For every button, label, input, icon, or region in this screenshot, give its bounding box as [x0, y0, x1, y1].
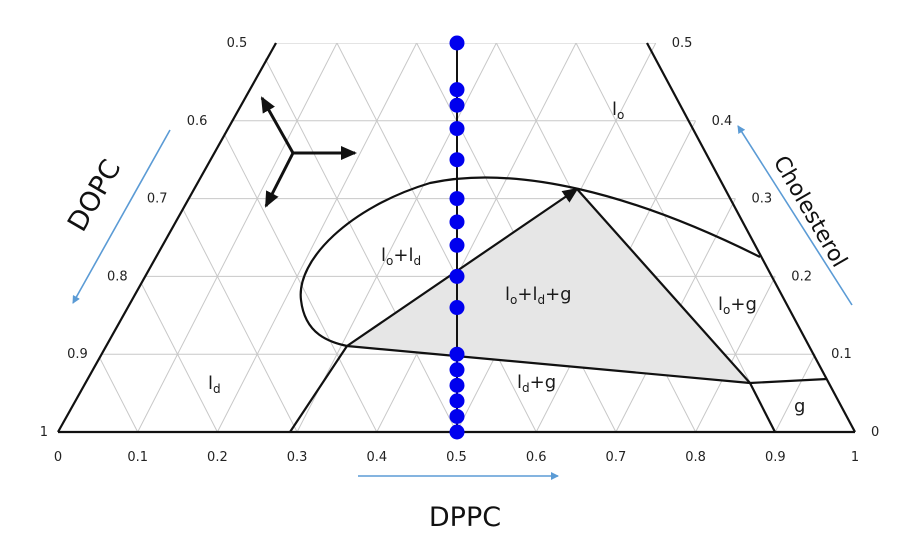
dppc-tick-label: 1: [851, 450, 859, 465]
dopc-tick-label: 0.9: [67, 347, 88, 362]
cholesterol-direction-arrow: [737, 125, 853, 306]
dopc-direction-arrow: [72, 129, 171, 304]
region-label-lo-g: lo+g: [718, 294, 757, 317]
tie-line-ld-lo: [346, 187, 579, 347]
dopc-tick-labels: 1 0.9 0.8 0.7 0.6 0.5: [40, 36, 248, 440]
scan-point: [449, 35, 465, 51]
tie-line-g-right: [749, 382, 776, 433]
scan-point: [449, 362, 465, 378]
tie-line-g-top: [749, 377, 828, 385]
dopc-tick-label: 0.8: [107, 269, 128, 284]
dppc-tick-label: 0.2: [207, 450, 228, 465]
grid-line-dopc: [97, 353, 139, 432]
dppc-tick-labels: 0 0.1 0.2 0.3 0.4 0.5 0.6 0.7 0.8 0.9 1: [54, 450, 859, 465]
scan-points: [449, 35, 465, 440]
two-phase-envelope: [299, 176, 761, 348]
cholesterol-tick-label: 0.2: [791, 269, 812, 284]
scan-point: [449, 82, 465, 98]
dppc-tick-label: 0.4: [366, 450, 387, 465]
scan-point: [449, 393, 465, 409]
grid-line-dopc: [177, 198, 298, 432]
three-phase-region: [347, 189, 750, 383]
dppc-tick-label: 0.3: [287, 450, 308, 465]
scan-point: [449, 377, 465, 393]
tie-line-ld-g: [346, 344, 751, 385]
tie-line-left: [289, 345, 348, 433]
scan-point: [449, 346, 465, 362]
scan-point: [449, 97, 465, 113]
dppc-tick-label: 0.5: [446, 450, 467, 465]
cholesterol-tick-label: 0: [871, 425, 879, 440]
dopc-tick-label: 1: [40, 425, 48, 440]
dppc-tick-label: 0: [54, 450, 62, 465]
tie-line-lo-g: [576, 188, 751, 384]
dppc-tick-label: 0.1: [127, 450, 148, 465]
dopc-tick-label: 0.6: [187, 114, 208, 129]
dopc-tick-label: 0.7: [147, 192, 168, 207]
scan-point: [449, 237, 465, 253]
grid-line-dppc: [774, 353, 816, 432]
cholesterol-tick-labels: 0 0.1 0.2 0.3 0.4 0.5: [672, 36, 880, 440]
region-label-ld-g: ld+g: [517, 372, 556, 395]
region-label-lo: lo: [612, 99, 624, 122]
grid-line-dopc: [416, 43, 776, 432]
cholesterol-tick-label: 0.4: [712, 114, 733, 129]
scan-point: [449, 214, 465, 230]
region-label-ld: ld: [208, 373, 221, 396]
cholesterol-tick-label: 0.5: [672, 36, 693, 51]
scan-point: [449, 191, 465, 207]
scan-point: [449, 408, 465, 424]
scan-point: [449, 300, 465, 316]
scan-point: [449, 424, 465, 440]
region-label-g: g: [794, 396, 805, 417]
dppc-tick-label: 0.9: [765, 450, 786, 465]
cholesterol-tick-label: 0.3: [751, 192, 772, 207]
grid-line-dppc: [296, 43, 577, 432]
dppc-tick-label: 0.7: [606, 450, 627, 465]
grid-line-dopc: [256, 43, 457, 432]
grid-line-dppc: [137, 43, 497, 432]
dppc-axis-title: DPPC: [429, 502, 501, 533]
grid-line-dopc: [216, 120, 378, 432]
scan-point: [449, 152, 465, 168]
dppc-tick-label: 0.6: [526, 450, 547, 465]
region-label-lo-ld: lo+ld: [381, 245, 421, 268]
region-label-lo-ld-g: lo+ld+g: [505, 284, 572, 307]
cholesterol-tick-label: 0.1: [831, 347, 852, 362]
phase-boundaries: [289, 176, 828, 433]
grid-line-dppc: [695, 276, 776, 432]
cholesterol-axis-title: Cholesterol: [768, 152, 852, 272]
direction-indicator: [260, 96, 357, 208]
scan-point: [449, 268, 465, 284]
grid-line-dopc: [137, 276, 218, 432]
scan-point: [449, 121, 465, 137]
grid-line-dppc: [216, 43, 537, 432]
dppc-tick-label: 0.8: [685, 450, 706, 465]
dopc-tick-label: 0.5: [227, 36, 248, 51]
